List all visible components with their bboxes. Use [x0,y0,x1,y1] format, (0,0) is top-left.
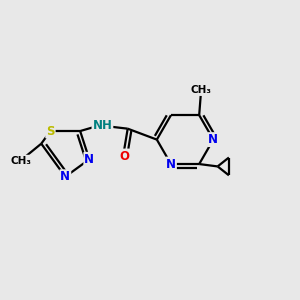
Text: N: N [166,158,176,171]
Text: O: O [119,149,129,163]
Text: N: N [208,133,218,146]
Text: S: S [46,124,55,137]
Text: N: N [60,170,70,183]
Text: N: N [84,153,94,166]
Text: CH₃: CH₃ [11,156,32,166]
Text: CH₃: CH₃ [190,85,211,95]
Text: NH: NH [92,119,112,132]
